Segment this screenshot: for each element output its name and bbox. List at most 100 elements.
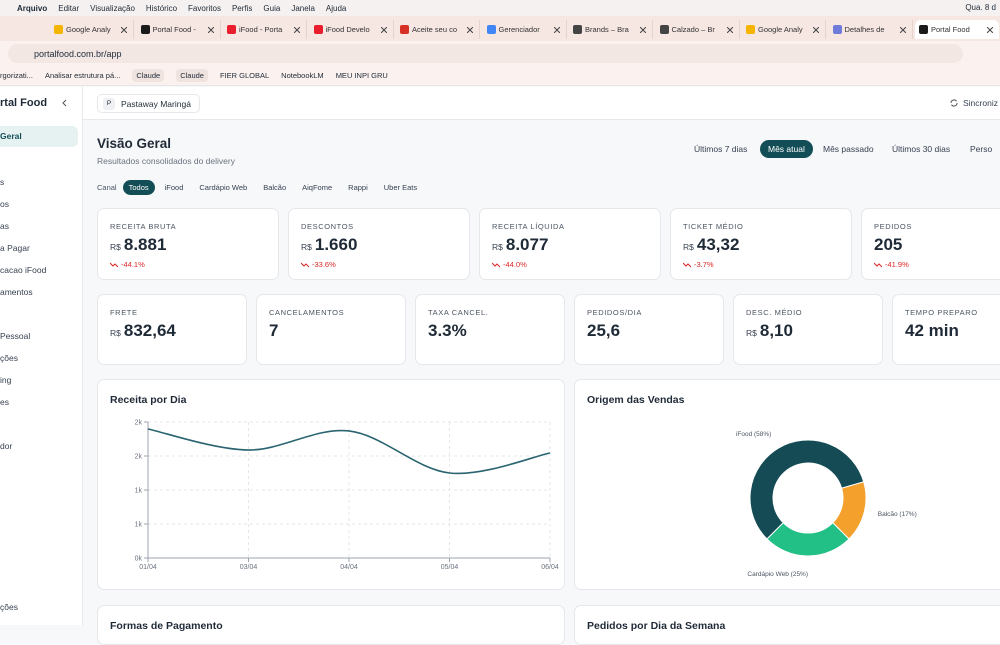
browser-tab[interactable]: Google Analy <box>50 20 134 39</box>
collapse-icon[interactable] <box>61 99 69 107</box>
card-title: Pedidos por Dia da Semana <box>587 620 726 632</box>
tab-close[interactable] <box>467 27 473 33</box>
close-icon <box>987 27 993 33</box>
channel-option[interactable]: AiqFome <box>302 183 333 192</box>
trend-down-icon <box>492 262 500 267</box>
menu-item[interactable]: Guia <box>263 3 281 13</box>
kpi-value: 43,32 <box>696 235 740 254</box>
kpi-value: 7 <box>269 321 279 340</box>
bookmark[interactable]: rgorizati... <box>0 71 33 80</box>
nav-item[interactable]: amentos <box>0 287 33 297</box>
channel-option[interactable]: Balcão <box>263 183 287 192</box>
tab-close[interactable] <box>380 27 387 33</box>
kpi-change-value: -41.9% <box>885 260 909 269</box>
kpi-value-row: 25,6 <box>587 321 620 341</box>
store-selector[interactable]: P Pastaway Maringá <box>97 94 200 113</box>
menu-item[interactable]: Arquivo <box>17 3 48 13</box>
channel-option[interactable]: Rappi <box>348 183 368 192</box>
browser-tab[interactable]: Portal Food <box>915 20 999 39</box>
tab-title: Google Analy <box>758 25 803 34</box>
browser-tab[interactable]: Portal Food - <box>137 20 221 39</box>
bookmark[interactable]: NotebookLM <box>281 71 324 80</box>
menu-item[interactable]: Editar <box>58 3 80 13</box>
nav-item[interactable]: Geral <box>0 126 78 147</box>
bookmark[interactable]: Claude <box>176 69 208 82</box>
tab-close[interactable] <box>553 27 560 33</box>
tab-title: Gerenciador <box>498 25 540 34</box>
channel-option[interactable]: iFood <box>164 183 184 192</box>
kpi-card: PEDIDOS 205 -41.9% <box>861 208 1000 280</box>
tab-title: Brands – Bra <box>585 25 629 34</box>
page-title: Visão Geral <box>97 136 172 151</box>
channel-option[interactable]: Todos <box>122 180 155 195</box>
nav-item[interactable]: as <box>0 221 9 231</box>
browser-tab[interactable]: Calzado – Br <box>656 20 740 39</box>
sidebar-footer[interactable]: ções <box>0 602 18 612</box>
browser-tab[interactable]: Detalhes de <box>829 20 913 39</box>
nav-item[interactable]: ções <box>0 353 18 363</box>
menu-item[interactable]: Janela <box>291 3 315 13</box>
nav-item[interactable]: cacao iFood <box>0 265 47 275</box>
tab-close[interactable] <box>294 27 300 33</box>
x-tick-label: 04/04 <box>340 564 358 571</box>
tab-icon <box>832 25 842 34</box>
tab-close[interactable] <box>640 27 646 33</box>
url-field[interactable]: portalfood.com.br/app <box>8 44 963 63</box>
channel-option[interactable]: Uber Eats <box>383 183 418 192</box>
bookmark[interactable]: Analisar estrutura pá... <box>44 71 121 80</box>
nav-item[interactable]: es <box>0 397 9 407</box>
browser-tab[interactable]: Aceite seu co <box>396 20 480 39</box>
kpi-value-row: R$ 8.881 <box>110 235 166 255</box>
bookmark[interactable]: Claude <box>132 69 165 82</box>
period-option[interactable]: Mês atual <box>760 140 813 158</box>
nav-item[interactable]: s <box>0 177 5 187</box>
period-option[interactable]: Últimos 7 dias <box>694 144 748 154</box>
x-tick-label: 05/04 <box>441 564 459 571</box>
kpi-value-row: 205 <box>874 235 902 255</box>
kpi-value: 42 min <box>905 321 959 340</box>
period-option[interactable]: Últimos 30 dias <box>892 144 951 154</box>
tab-close[interactable] <box>121 27 127 33</box>
close-icon <box>726 27 733 33</box>
tab-icon <box>659 25 669 34</box>
nav-item[interactable]: Pessoal <box>0 331 31 341</box>
donut-slice[interactable] <box>749 439 865 540</box>
browser-tab[interactable]: Brands – Bra <box>569 20 653 39</box>
browser-tab[interactable]: Google Analy <box>742 20 826 39</box>
period-option[interactable]: Mês passado <box>823 144 874 154</box>
browser-tab[interactable]: iFood Develo <box>310 20 394 39</box>
tab-close[interactable] <box>987 27 993 33</box>
menu-item[interactable]: Ajuda <box>325 3 347 13</box>
tab-close[interactable] <box>813 27 819 33</box>
sync-button[interactable]: Sincroniz <box>949 98 998 108</box>
tab-close[interactable] <box>207 27 214 33</box>
kpi-label: RECEITA LÍQUIDA <box>492 222 565 231</box>
menu-item[interactable]: Visualização <box>90 3 135 13</box>
channel-option[interactable]: Cardápio Web <box>199 183 248 192</box>
donut-chart: iFood (58%) Balcão (17%) Cardápio Web (25%… <box>736 431 917 578</box>
tab-close[interactable] <box>726 27 733 33</box>
donut-slice[interactable] <box>766 522 850 557</box>
menu-item[interactable]: Favoritos <box>188 3 221 13</box>
bookmark[interactable]: FIER GLOBAL <box>219 71 270 80</box>
nav-item[interactable]: a Pagar <box>0 243 30 253</box>
browser-tab[interactable]: Gerenciador <box>483 20 567 39</box>
nav-item[interactable]: dor <box>0 441 13 451</box>
slice-label: Balcão (17%) <box>878 511 917 518</box>
kpi-value-row: R$ 8.077 <box>492 235 548 255</box>
menu-item[interactable]: Perfis <box>231 3 253 13</box>
nav-item[interactable]: os <box>0 199 9 209</box>
bookmark[interactable]: MEU INPI GRU <box>335 71 388 80</box>
kpi-card: CANCELAMENTOS 7 <box>256 294 406 365</box>
chart-title: Receita por Dia <box>110 394 187 406</box>
kpi-value-row: 7 <box>269 321 278 341</box>
nav-item[interactable]: ing <box>0 375 12 385</box>
channel-filter: Canal Todos iFood Cardápio Web Balcão AiqFom… <box>97 180 423 195</box>
browser-tab[interactable]: iFood - Porta <box>223 20 307 39</box>
period-option[interactable]: Perso <box>970 144 993 154</box>
kpi-value: 8.077 <box>505 235 549 254</box>
close-icon <box>380 27 387 33</box>
trend-line <box>301 262 309 267</box>
menu-item[interactable]: Histórico <box>145 3 178 13</box>
tab-close[interactable] <box>899 27 906 33</box>
